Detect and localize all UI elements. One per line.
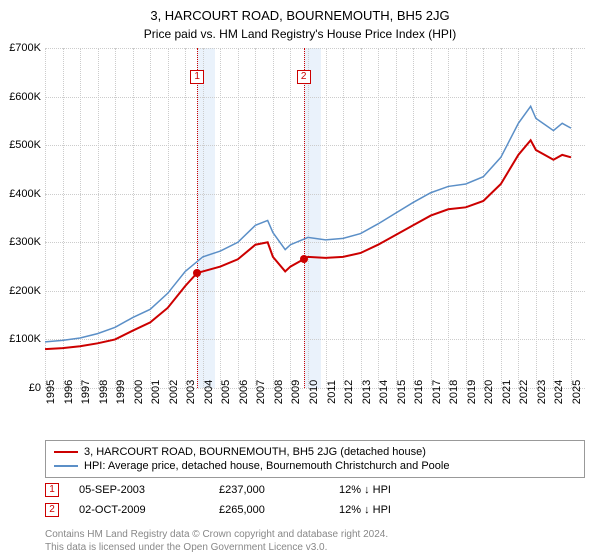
y-axis-label: £200K (9, 285, 41, 297)
event-price: £265,000 (219, 504, 319, 516)
y-axis-label: £100K (9, 333, 41, 345)
y-axis-label: £600K (9, 91, 41, 103)
series-line (45, 106, 571, 342)
legend-label: HPI: Average price, detached house, Bour… (84, 460, 449, 472)
footer-line-1: Contains HM Land Registry data © Crown c… (45, 528, 585, 541)
footer: Contains HM Land Registry data © Crown c… (45, 528, 585, 554)
event-row: 1 05-SEP-2003 £237,000 12% ↓ HPI (45, 480, 585, 500)
chart: £0£100K£200K£300K£400K£500K£600K£700K199… (45, 48, 585, 388)
page-subtitle: Price paid vs. HM Land Registry's House … (0, 23, 600, 41)
series-line (45, 140, 571, 349)
legend: 3, HARCOURT ROAD, BOURNEMOUTH, BH5 2JG (… (45, 440, 585, 478)
page-title: 3, HARCOURT ROAD, BOURNEMOUTH, BH5 2JG (0, 0, 600, 23)
footer-line-2: This data is licensed under the Open Gov… (45, 541, 585, 554)
legend-label: 3, HARCOURT ROAD, BOURNEMOUTH, BH5 2JG (… (84, 446, 426, 458)
event-date: 05-SEP-2003 (79, 484, 199, 496)
y-axis-label: £500K (9, 139, 41, 151)
event-hpi: 12% ↓ HPI (339, 504, 439, 516)
event-hpi: 12% ↓ HPI (339, 484, 439, 496)
events-table: 1 05-SEP-2003 £237,000 12% ↓ HPI 2 02-OCT-200… (45, 480, 585, 520)
event-price: £237,000 (219, 484, 319, 496)
legend-swatch (54, 451, 78, 453)
event-number-box: 1 (45, 483, 59, 497)
legend-item: 3, HARCOURT ROAD, BOURNEMOUTH, BH5 2JG (… (54, 445, 576, 459)
event-row: 2 02-OCT-2009 £265,000 12% ↓ HPI (45, 500, 585, 520)
legend-item: HPI: Average price, detached house, Bour… (54, 459, 576, 473)
event-date: 02-OCT-2009 (79, 504, 199, 516)
legend-swatch (54, 465, 78, 467)
y-axis-label: £700K (9, 42, 41, 54)
event-number-box: 2 (45, 503, 59, 517)
y-axis-label: £300K (9, 236, 41, 248)
y-axis-label: £400K (9, 188, 41, 200)
y-axis-label: £0 (29, 382, 41, 394)
